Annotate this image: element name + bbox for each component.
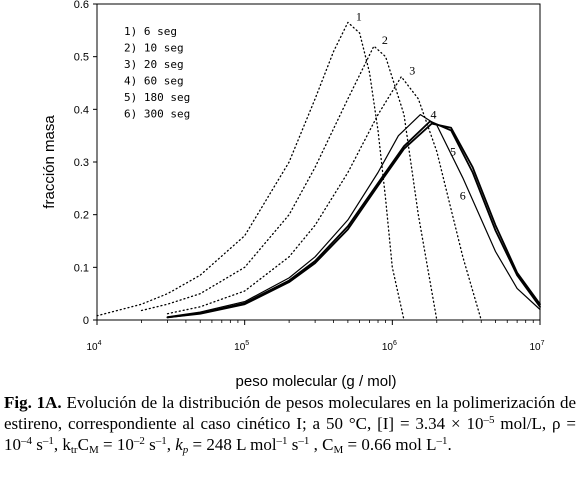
y-axis-ticks: 0 0.1 0.2 0.3 0.4 0.5 0.6	[74, 0, 97, 327]
caption-text: s	[144, 435, 156, 454]
caption-sub: tr	[70, 444, 78, 456]
legend-entry: 6) 300 seg	[124, 108, 190, 121]
legend-entry: 4) 60 seg	[124, 75, 184, 88]
y-tick-label: 0.4	[74, 104, 89, 116]
x-tick-label: 104	[86, 340, 101, 353]
y-tick-label: 0	[83, 315, 89, 327]
caption-text: = 248 L mol	[188, 435, 277, 454]
caption-italic: k	[175, 435, 183, 454]
y-axis-title: fracción masa	[41, 115, 58, 209]
series-label-6: 6	[460, 189, 466, 203]
series-line-6	[166, 122, 541, 319]
caption-sub: M	[88, 444, 99, 456]
caption-sup: –1	[276, 435, 288, 447]
y-tick-label: 0.2	[74, 210, 89, 222]
series-line-3	[166, 76, 482, 321]
caption-text: , k	[53, 435, 71, 454]
y-tick-label: 0.5	[74, 52, 89, 64]
series-label-1: 1	[356, 9, 362, 23]
legend: 1) 6 seg 2) 10 seg 3) 20 seg 4) 60 seg 5) 18…	[124, 25, 190, 121]
caption-text: , C	[309, 435, 334, 454]
caption-text: Evolución de la distribución de pesos mo…	[4, 393, 576, 433]
caption-sup: –4	[21, 435, 32, 447]
caption-text: = 10	[98, 435, 134, 454]
caption-text: s	[287, 435, 299, 454]
caption-sup: –1	[42, 435, 54, 447]
y-tick-label: 0.3	[74, 157, 89, 169]
caption-sup: –2	[133, 435, 145, 447]
x-tick-label: 105	[234, 340, 249, 353]
caption-sup: –1	[298, 435, 310, 447]
legend-entry: 5) 180 seg	[124, 91, 190, 104]
caption-text: .	[447, 435, 452, 454]
x-tick-label: 106	[382, 340, 397, 353]
caption-text: ,	[166, 435, 176, 454]
caption-label: Fig. 1A.	[4, 393, 62, 412]
legend-entry: 3) 20 seg	[124, 58, 184, 71]
caption-sub: M	[333, 444, 344, 456]
series-line-1	[96, 21, 405, 321]
y-tick-label: 0.1	[74, 262, 89, 274]
series-label-4: 4	[430, 108, 436, 122]
x-tick-label: 107	[529, 340, 544, 353]
caption-sup: –1	[155, 435, 167, 447]
x-axis-title: peso molecular (g / mol)	[236, 373, 397, 390]
caption-text: = 0.66 mol L	[343, 435, 437, 454]
series-line-4	[166, 114, 541, 318]
molecular-weight-distribution-chart: 00.10.20.30.40.50.6 104 105 106 107 123456 …	[41, 0, 545, 390]
caption-text: C	[77, 435, 89, 454]
series-layer: 1 2 3 4 5 6	[96, 9, 541, 321]
figure-caption: Fig. 1A. Evolución de la distribución de…	[4, 392, 576, 456]
x-axis-ticks: 104 105 106 107	[86, 320, 545, 353]
caption-italic-sub: p	[182, 444, 189, 456]
series-label-5: 5	[450, 144, 456, 158]
caption-sup: –5	[483, 414, 495, 426]
series-label-3: 3	[409, 64, 415, 78]
caption-text: s	[32, 435, 43, 454]
caption-sup: –1	[436, 435, 448, 447]
series-line-5	[166, 120, 541, 319]
series-line-2	[140, 45, 438, 321]
y-tick-label: 0.6	[74, 0, 89, 11]
legend-entry: 1) 6 seg	[124, 25, 177, 38]
legend-entry: 2) 10 seg	[124, 42, 184, 55]
caption-text: mol/L, ρ = 10	[4, 414, 576, 454]
series-label-2: 2	[382, 33, 388, 47]
